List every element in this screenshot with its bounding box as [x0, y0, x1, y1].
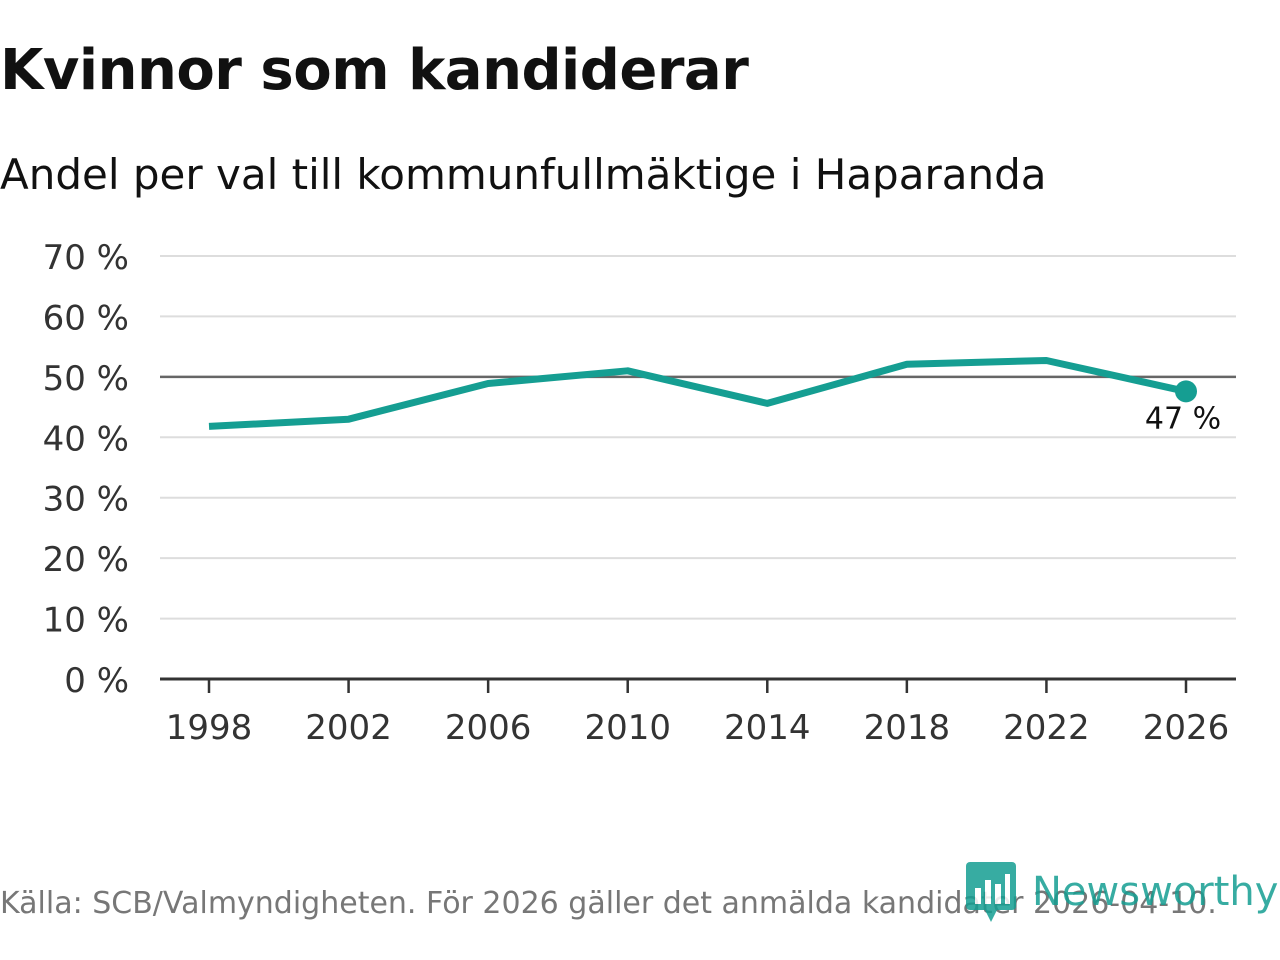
x-axis [160, 677, 1236, 693]
data-labels: 47 % [1145, 401, 1221, 436]
y-tick-label: 30 % [43, 480, 129, 520]
end-value-label: 47 % [1145, 401, 1221, 436]
y-tick-label: 10 % [43, 601, 129, 641]
x-tick-label: 2002 [305, 708, 392, 748]
end-point-marker [1175, 380, 1197, 403]
brand-name: Newsworthy [1032, 869, 1279, 915]
y-tick-label: 60 % [43, 298, 129, 338]
y-tick-label: 50 % [43, 359, 129, 399]
x-tick-label: 2022 [1003, 708, 1090, 748]
chart-subtitle: Andel per val till kommunfullmäktige i H… [0, 150, 1047, 199]
gridlines [160, 255, 1236, 620]
y-tick-label: 20 % [43, 540, 129, 580]
x-axis-labels: 1998 2002 2006 2010 2014 2018 2022 2026 [166, 708, 1230, 748]
chart-title: Kvinnor som kandiderar [0, 38, 749, 103]
x-tick-label: 2010 [584, 708, 671, 748]
series-line [208, 357, 1187, 430]
y-tick-label: 40 % [43, 419, 129, 459]
y-axis-labels: 0 % 10 % 20 % 30 % 40 % 50 % 60 % 70 % [43, 238, 129, 701]
series-layer [208, 357, 1197, 430]
y-tick-label: 0 % [64, 661, 129, 701]
x-tick-label: 2006 [445, 708, 532, 748]
x-tick-label: 1998 [166, 708, 253, 748]
x-tick-label: 2014 [724, 708, 811, 748]
x-tick-label: 2026 [1143, 708, 1230, 748]
x-tick-label: 2018 [864, 708, 951, 748]
brand-logo[interactable]: Newsworthy [966, 862, 1278, 922]
y-tick-label: 70 % [43, 238, 129, 278]
newsworthy-logo-icon [966, 862, 1016, 922]
